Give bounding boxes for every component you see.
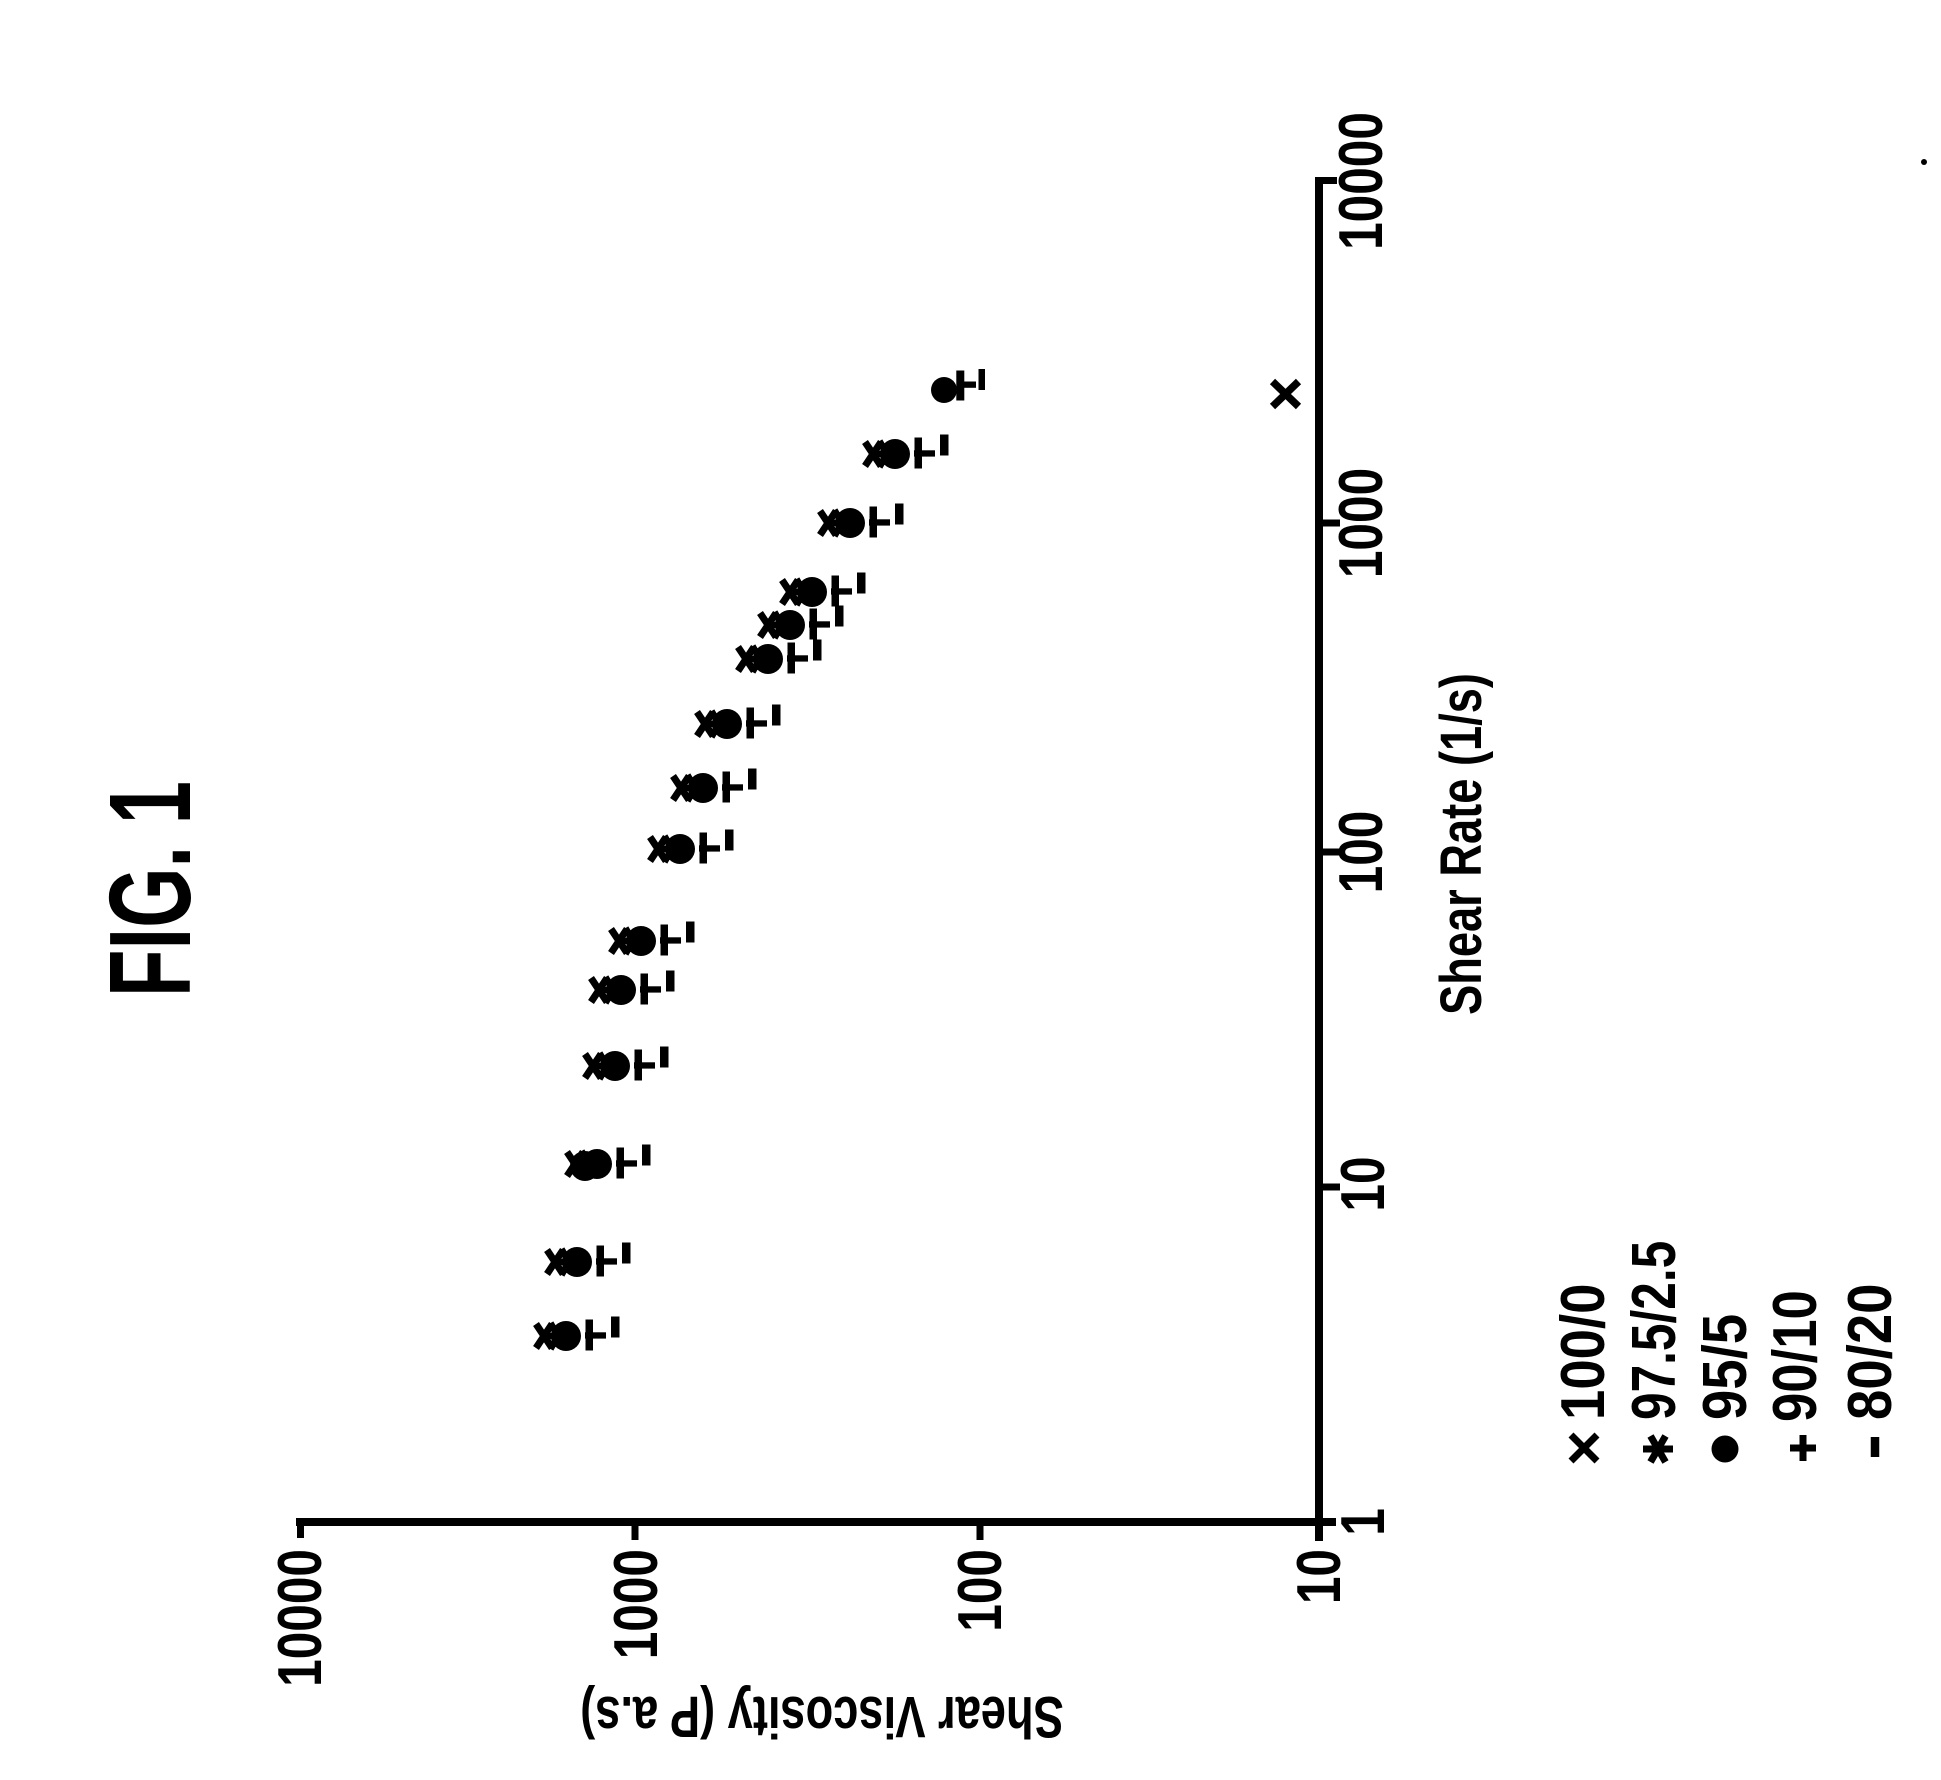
svg-text:Shear Viscosity (P a.s): Shear Viscosity (P a.s) bbox=[580, 1684, 1064, 1749]
svg-text:80/20: 80/20 bbox=[1836, 1284, 1905, 1420]
svg-text:10000: 10000 bbox=[265, 1549, 335, 1687]
svg-text:97.5/2.5: 97.5/2.5 bbox=[1619, 1241, 1689, 1420]
svg-text:10: 10 bbox=[1328, 1156, 1398, 1211]
svg-text:FIG. 1: FIG. 1 bbox=[85, 781, 214, 997]
svg-text:1: 1 bbox=[1328, 1508, 1398, 1536]
svg-text:1000: 1000 bbox=[1326, 468, 1396, 578]
svg-text:100: 100 bbox=[1326, 811, 1396, 894]
svg-text:1000: 1000 bbox=[601, 1549, 671, 1659]
svg-text:100/0: 100/0 bbox=[1549, 1284, 1618, 1420]
svg-text:90/10: 90/10 bbox=[1761, 1290, 1830, 1422]
svg-text:100: 100 bbox=[945, 1549, 1015, 1632]
svg-text:95/5: 95/5 bbox=[1691, 1314, 1760, 1420]
svg-text:Shear Rate (1/s): Shear Rate (1/s) bbox=[1430, 673, 1495, 1015]
svg-text:10: 10 bbox=[1284, 1549, 1354, 1604]
svg-text:10000: 10000 bbox=[1326, 112, 1396, 250]
